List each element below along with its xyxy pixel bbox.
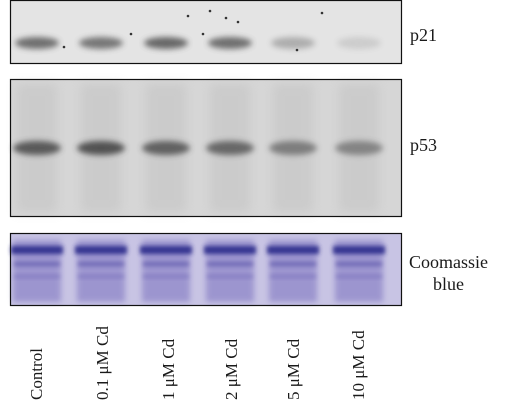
coomassie-low-band-5 bbox=[270, 275, 316, 278]
p21-speck-9 bbox=[208, 9, 212, 13]
coomassie-panel-border bbox=[9, 232, 403, 307]
lane-label-5uM: 5 μM Cd bbox=[284, 338, 303, 400]
coomassie-mid-band-2 bbox=[78, 262, 124, 266]
p21-band-lane-6 bbox=[337, 37, 381, 49]
coomassie-label: Coomassie blue bbox=[409, 252, 488, 295]
coomassie-mid-band-6 bbox=[336, 262, 382, 266]
coomassie-mid-band-4 bbox=[207, 262, 253, 266]
p21-speck-3 bbox=[186, 14, 190, 18]
p53-band-lane-5 bbox=[269, 141, 317, 155]
coomassie-top-band-6 bbox=[333, 246, 385, 254]
coomassie-label-line2: blue bbox=[433, 273, 464, 294]
coomassie-low-band-2 bbox=[78, 275, 124, 278]
coomassie-mid-band-5 bbox=[270, 262, 316, 266]
p21-speck-5 bbox=[224, 16, 228, 20]
p53-label: p53 bbox=[410, 135, 437, 155]
p21-panel-background bbox=[10, 0, 402, 64]
p21-speck-1 bbox=[62, 45, 66, 49]
coomassie-low-band-4 bbox=[207, 275, 253, 278]
p53-panel-border bbox=[9, 78, 403, 218]
coomassie-top-band-5 bbox=[267, 246, 319, 254]
coomassie-low-band-3 bbox=[143, 275, 189, 278]
p21-speck-8 bbox=[320, 11, 324, 15]
p53-band-lane-4 bbox=[206, 141, 254, 155]
p53-band-lane-2 bbox=[77, 141, 125, 155]
coomassie-top-band-3 bbox=[140, 246, 192, 254]
coomassie-mid-band-1 bbox=[14, 262, 60, 266]
p21-band-lane-3 bbox=[144, 37, 188, 49]
coomassie-low-band-6 bbox=[336, 275, 382, 278]
p21-label: p21 bbox=[410, 25, 437, 45]
p21-band-lane-2 bbox=[79, 37, 123, 49]
lane-label-0.1uM: 0.1 μM Cd bbox=[93, 326, 112, 400]
lane-label-10uM: 10 μM Cd bbox=[349, 330, 368, 400]
p21-panel-border bbox=[9, 0, 403, 65]
lane-label-2uM: 2 μM Cd bbox=[222, 338, 241, 400]
p21-speck-6 bbox=[236, 20, 240, 24]
p53-band-lane-6 bbox=[335, 141, 383, 155]
p21-speck-7 bbox=[295, 48, 299, 52]
lane-label-control: Control bbox=[27, 348, 46, 400]
coomassie-label-line1: Coomassie bbox=[409, 252, 488, 272]
coomassie-low-band-1 bbox=[14, 275, 60, 278]
p21-band-lane-5 bbox=[271, 37, 315, 49]
coomassie-mid-band-3 bbox=[143, 262, 189, 266]
coomassie-top-band-4 bbox=[204, 246, 256, 254]
p21-speck-4 bbox=[201, 32, 205, 36]
p21-speck-2 bbox=[129, 32, 133, 36]
coomassie-top-band-1 bbox=[11, 246, 63, 254]
lane-label-1uM: 1 μM Cd bbox=[159, 338, 178, 400]
p21-band-lane-4 bbox=[208, 37, 252, 49]
p53-band-lane-3 bbox=[142, 141, 190, 155]
p53-band-lane-1 bbox=[13, 141, 61, 155]
coomassie-top-band-2 bbox=[75, 246, 127, 254]
p21-band-lane-1 bbox=[15, 37, 59, 49]
